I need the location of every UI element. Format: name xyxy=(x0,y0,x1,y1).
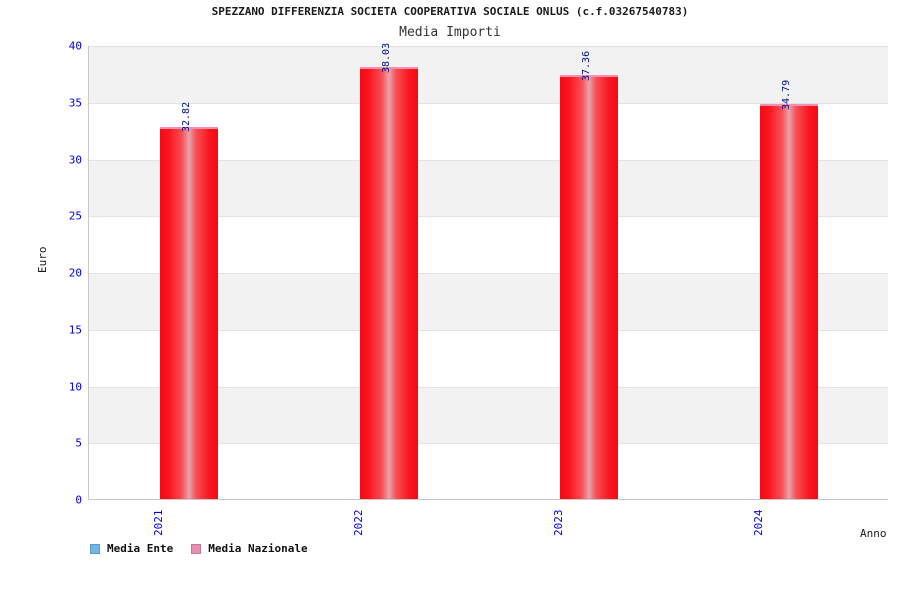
gridline xyxy=(89,273,888,274)
bar-value-label: 38.03 xyxy=(381,43,392,74)
legend-label: Media Nazionale xyxy=(208,542,308,555)
gridline xyxy=(89,386,888,388)
chart-legend: Media Ente Media Nazionale xyxy=(90,542,308,555)
y-axis-ticks: 0 5 10 15 20 25 30 35 40 xyxy=(40,40,82,507)
legend-item[interactable]: Media Nazionale xyxy=(191,542,308,555)
gridline xyxy=(89,159,888,161)
bar[interactable] xyxy=(360,67,418,499)
x-tick-label: 2022 xyxy=(352,509,365,537)
gridline xyxy=(89,216,888,218)
x-tick-label: 2021 xyxy=(152,509,165,537)
gridline xyxy=(89,102,888,104)
y-axis-title: Euro xyxy=(36,246,49,274)
legend-swatch-icon xyxy=(90,543,100,554)
gridline xyxy=(89,46,888,47)
chart-title: SPEZZANO DIFFERENZIA SOCIETA COOPERATIVA… xyxy=(211,5,689,18)
y-tick-label: 30 xyxy=(68,153,82,166)
y-tick-label: 40 xyxy=(68,39,82,53)
bar[interactable] xyxy=(560,74,618,499)
x-axis-title: Anno xyxy=(860,527,887,540)
y-tick-label: 5 xyxy=(75,436,82,450)
bar-value-label: 32.82 xyxy=(181,102,192,133)
y-tick-label: 25 xyxy=(68,209,82,223)
plot-area xyxy=(88,46,888,500)
bar[interactable] xyxy=(760,104,818,499)
y-tick-label: 20 xyxy=(68,266,82,280)
gridline xyxy=(89,443,888,445)
plot-band xyxy=(89,273,888,330)
plot-band xyxy=(89,46,888,103)
x-tick-label: 2023 xyxy=(552,509,565,537)
y-tick-label: 0 xyxy=(75,493,82,507)
legend-label: Media Ente xyxy=(107,542,174,555)
chart-subtitle: Media Importi xyxy=(399,25,501,40)
y-tick-label: 35 xyxy=(68,96,82,110)
bar[interactable] xyxy=(160,126,218,499)
y-tick-label: 15 xyxy=(68,323,82,337)
legend-item[interactable]: Media Ente xyxy=(90,542,173,555)
gridline xyxy=(89,329,888,331)
bar-value-label: 37.36 xyxy=(581,50,592,81)
plot-band xyxy=(89,159,888,217)
y-tick-label: 10 xyxy=(68,380,82,393)
bar-value-label: 34.79 xyxy=(781,80,792,111)
plot-band xyxy=(89,386,888,444)
x-tick-label: 2024 xyxy=(752,509,765,537)
legend-swatch-icon xyxy=(191,543,202,554)
